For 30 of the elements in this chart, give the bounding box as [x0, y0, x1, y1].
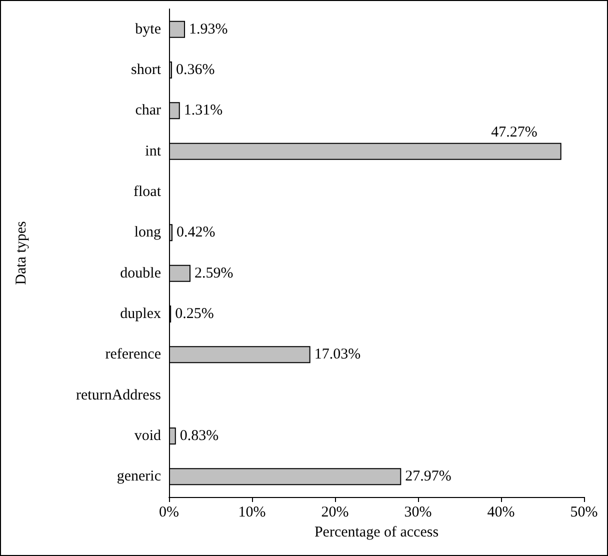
data-label: 0.25%: [175, 306, 214, 322]
y-tick-label: long: [134, 224, 162, 241]
data-label: 1.93%: [189, 21, 228, 38]
y-tick-label: char: [135, 102, 162, 119]
y-tick-label: generic: [116, 468, 162, 485]
y-tick-label: int: [145, 143, 162, 160]
data-label: 2.59%: [194, 265, 234, 282]
y-tick-label: float: [134, 184, 162, 200]
y-axis-title: Data types: [14, 220, 30, 285]
x-tick-label: 30%: [404, 504, 432, 520]
data-label: 27.97%: [405, 468, 452, 485]
x-tick-label: 0%: [159, 504, 179, 520]
data-label: 47.27%: [491, 124, 538, 140]
data-label: 1.31%: [184, 102, 223, 119]
y-tick-label: double: [120, 265, 162, 282]
data-label: 0.42%: [176, 224, 216, 241]
x-tick-label: 10%: [238, 504, 266, 520]
data-label: 0.83%: [180, 428, 219, 444]
x-tick-label: 40%: [487, 504, 515, 520]
data-label: 17.03%: [314, 346, 361, 363]
y-tick-label: short: [131, 62, 162, 78]
x-tick-label: 50%: [570, 504, 598, 520]
y-tick-label: void: [134, 428, 162, 444]
y-tick-label: returnAddress: [76, 387, 162, 404]
x-tick-label: 20%: [321, 504, 349, 520]
y-tick-label: byte: [135, 21, 162, 38]
data-label: 0.36%: [176, 62, 215, 78]
y-tick-label: reference: [105, 346, 162, 363]
x-axis-title: Percentage of access: [314, 524, 439, 540]
y-tick-label: duplex: [120, 306, 162, 322]
